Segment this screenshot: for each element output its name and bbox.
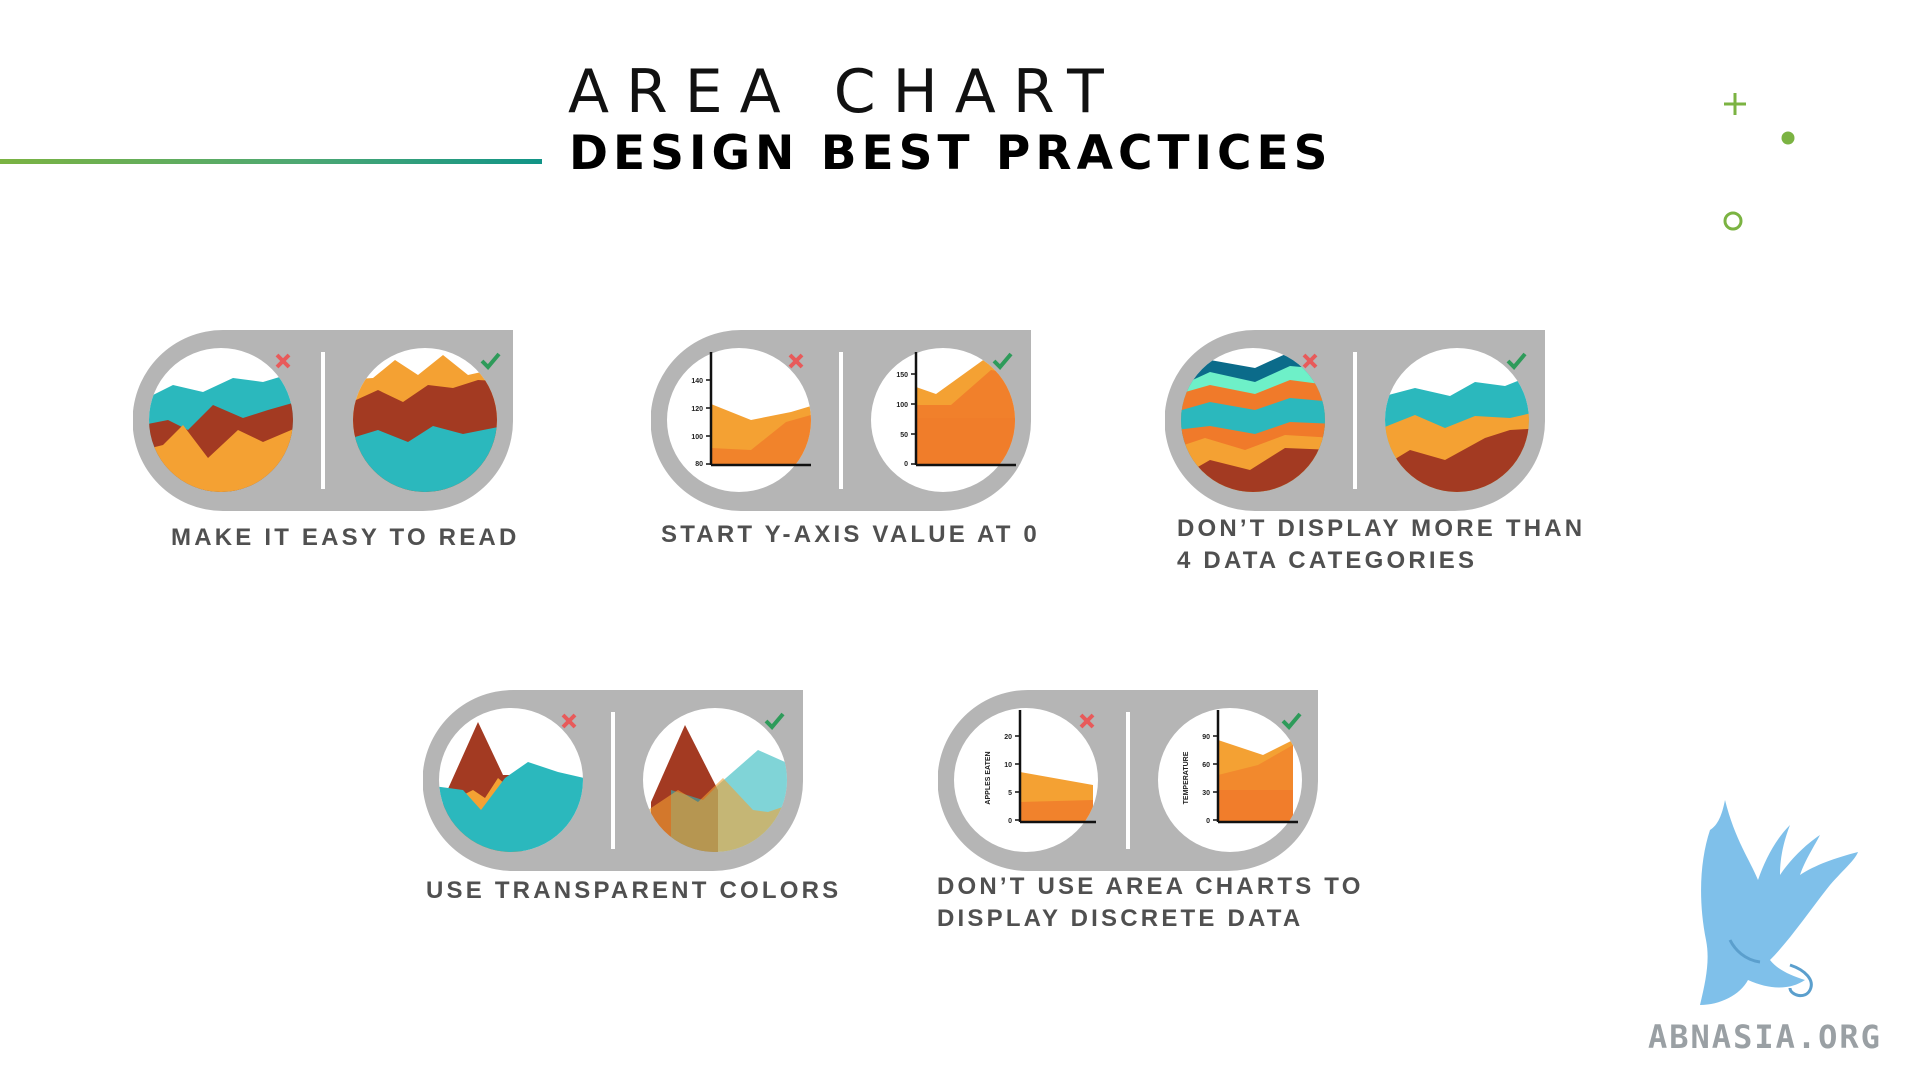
- caption-transparent-colors: USE TRANSPARENT COLORS: [426, 877, 842, 904]
- check-icon: [480, 352, 501, 370]
- y-tick-label: 20: [1004, 734, 1012, 741]
- y-tick-label: 50: [900, 432, 908, 439]
- card-easy-to-read: [133, 330, 513, 511]
- caption-discrete-data: DON’T USE AREA CHARTS TO DISPLAY DISCRET…: [937, 871, 1364, 935]
- decorative-shapes: [1723, 93, 1795, 231]
- card-transparent-colors: [423, 690, 803, 871]
- logo-wordmark: ABNASIA.ORG: [1648, 1018, 1882, 1056]
- y-tick-label: 150: [896, 372, 908, 379]
- y-tick-label: 100: [691, 434, 703, 441]
- page-title: AREA CHART: [568, 57, 1121, 127]
- wrong-icon: [1079, 713, 1095, 729]
- card-y-axis-zero: 140 120 100 80 150 100 50 0: [651, 330, 1031, 511]
- caption-line: DON’T DISPLAY MORE THAN: [1177, 515, 1586, 542]
- card-max-categories: [1165, 330, 1545, 511]
- caption-max-categories: DON’T DISPLAY MORE THAN 4 DATA CATEGORIE…: [1177, 513, 1585, 577]
- caption-easy-to-read: MAKE IT EASY TO READ: [171, 524, 520, 551]
- y-tick-label: 0: [1008, 818, 1012, 825]
- y-tick-label: 60: [1202, 762, 1210, 769]
- wrong-icon: [1302, 353, 1318, 369]
- card-discrete-data: 20 10 5 0 APPLES EATEN 90 60 30 0 TEMPER…: [938, 690, 1318, 871]
- y-axis-label: APPLES EATEN: [985, 751, 992, 804]
- y-tick-label: 120: [691, 406, 703, 413]
- y-tick-label: 100: [896, 402, 908, 409]
- caption-line: DON’T USE AREA CHARTS TO: [937, 873, 1364, 900]
- check-icon: [992, 352, 1013, 370]
- y-tick-label: 140: [691, 378, 703, 385]
- check-icon: [764, 712, 785, 730]
- caption-line: DISPLAY DISCRETE DATA: [937, 905, 1304, 932]
- header-accent-line: [0, 159, 542, 164]
- y-tick-label: 5: [1008, 790, 1012, 797]
- wrong-icon: [275, 353, 291, 369]
- check-icon: [1506, 352, 1527, 370]
- caption-line: 4 DATA CATEGORIES: [1177, 547, 1478, 574]
- caption-y-axis-zero: START Y-AXIS VALUE AT 0: [661, 521, 1040, 548]
- y-tick-label: 10: [1004, 762, 1012, 769]
- page-subtitle: DESIGN BEST PRACTICES: [569, 126, 1333, 181]
- ring-icon: [1723, 211, 1743, 231]
- y-tick-label: 0: [904, 461, 908, 468]
- y-tick-label: 0: [1206, 818, 1210, 825]
- wrong-icon: [788, 353, 804, 369]
- y-tick-label: 30: [1202, 790, 1210, 797]
- y-tick-label: 90: [1202, 734, 1210, 741]
- griffin-logo-icon: [1700, 800, 1858, 1005]
- y-axis-label: TEMPERATURE: [1183, 751, 1190, 804]
- plus-icon: [1724, 93, 1746, 115]
- wrong-icon: [561, 713, 577, 729]
- check-icon: [1281, 712, 1302, 730]
- y-tick-label: 80: [695, 461, 703, 468]
- dot-icon: [1781, 131, 1795, 145]
